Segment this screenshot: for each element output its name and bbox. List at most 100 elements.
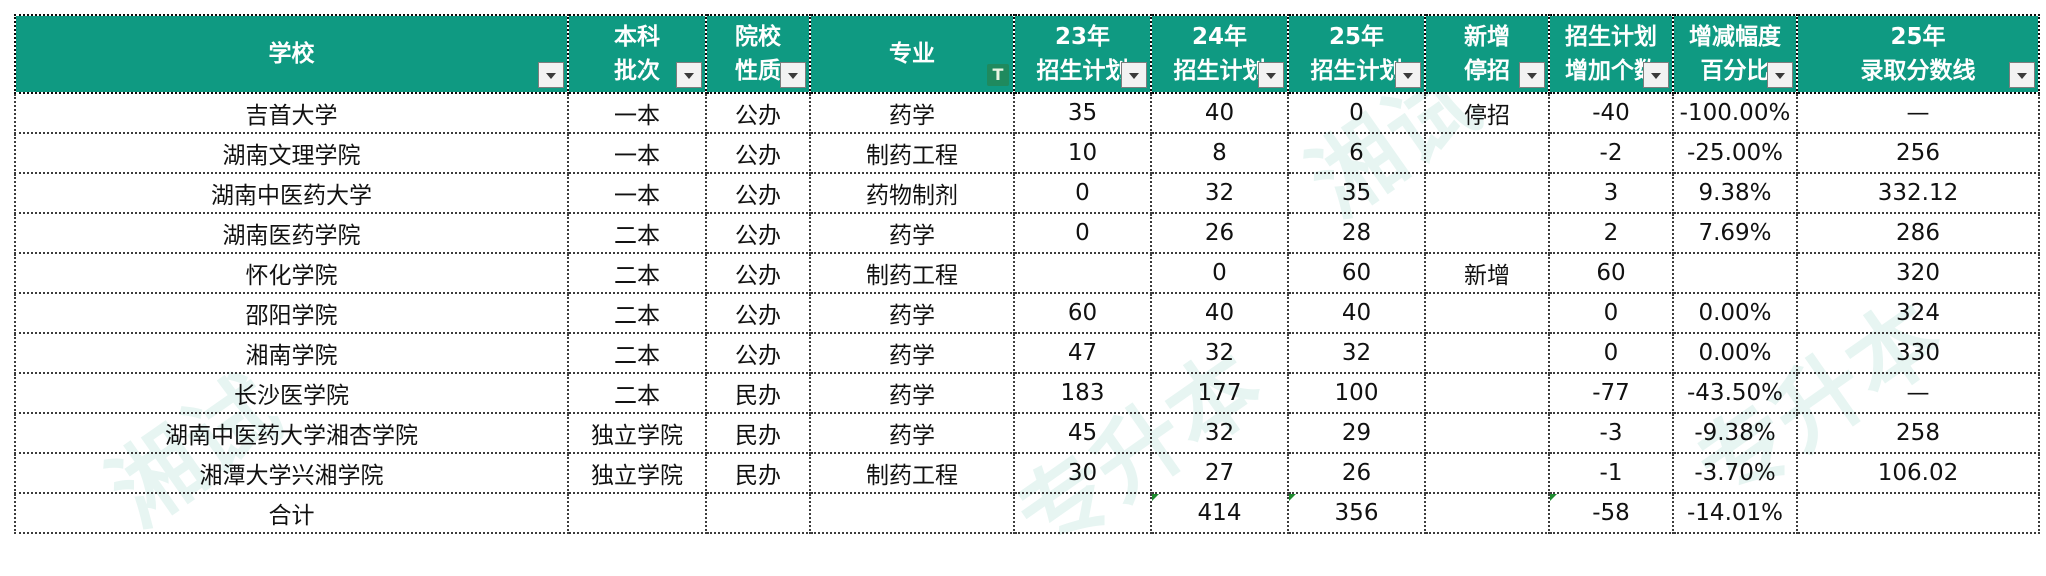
cell-plan23[interactable]: 47 <box>1013 332 1152 374</box>
cell-plan23[interactable]: 183 <box>1013 372 1152 414</box>
cell-plan23[interactable] <box>1013 492 1152 534</box>
cell-school[interactable]: 长沙医学院 <box>14 372 569 414</box>
cell-plan25[interactable]: 0 <box>1287 92 1426 134</box>
cell-status[interactable] <box>1424 332 1550 374</box>
cell-change-pct[interactable]: -43.50% <box>1672 372 1798 414</box>
cell-batch[interactable]: 二本 <box>567 212 707 254</box>
cell-school[interactable]: 吉首大学 <box>14 92 569 134</box>
cell-change-pct[interactable]: -14.01% <box>1672 492 1798 534</box>
cell-major[interactable]: 制药工程 <box>809 252 1015 294</box>
cell-change-pct[interactable]: 0.00% <box>1672 292 1798 334</box>
cell-plan24[interactable]: 177 <box>1150 372 1289 414</box>
cell-plan25[interactable]: 60 <box>1287 252 1426 294</box>
filter-dropdown-icon[interactable] <box>1643 62 1669 88</box>
filter-dropdown-icon[interactable] <box>538 62 564 88</box>
cell-score25[interactable] <box>1796 492 2040 534</box>
cell-batch[interactable]: 二本 <box>567 252 707 294</box>
cell-increase[interactable]: 0 <box>1548 332 1674 374</box>
cell-score25[interactable]: 324 <box>1796 292 2040 334</box>
cell-plan25-total[interactable]: 356 <box>1287 492 1426 534</box>
cell-major[interactable]: 药学 <box>809 212 1015 254</box>
cell-score25[interactable]: 106.02 <box>1796 452 2040 494</box>
cell-score25[interactable]: — <box>1796 92 2040 134</box>
cell-change-pct[interactable]: -3.70% <box>1672 452 1798 494</box>
cell-nature[interactable]: 公办 <box>705 332 811 374</box>
cell-status[interactable] <box>1424 492 1550 534</box>
cell-major[interactable]: 药学 <box>809 372 1015 414</box>
cell-increase[interactable]: 0 <box>1548 292 1674 334</box>
cell-plan25[interactable]: 29 <box>1287 412 1426 454</box>
cell-status[interactable] <box>1424 172 1550 214</box>
cell-plan23[interactable]: 35 <box>1013 92 1152 134</box>
cell-plan23[interactable]: 45 <box>1013 412 1152 454</box>
filter-dropdown-icon[interactable] <box>1519 62 1545 88</box>
cell-score25[interactable]: 330 <box>1796 332 2040 374</box>
cell-status[interactable]: 停招 <box>1424 92 1550 134</box>
cell-major[interactable] <box>809 492 1015 534</box>
funnel-filter-icon[interactable]: T <box>987 64 1009 86</box>
cell-total-label[interactable]: 合计 <box>14 492 569 534</box>
cell-batch[interactable]: 二本 <box>567 292 707 334</box>
cell-nature[interactable]: 公办 <box>705 172 811 214</box>
cell-score25[interactable]: 258 <box>1796 412 2040 454</box>
cell-increase-total[interactable]: -58 <box>1548 492 1674 534</box>
cell-major[interactable]: 药学 <box>809 332 1015 374</box>
cell-change-pct[interactable]: 9.38% <box>1672 172 1798 214</box>
cell-increase[interactable]: -2 <box>1548 132 1674 174</box>
cell-status[interactable] <box>1424 452 1550 494</box>
cell-plan24[interactable]: 32 <box>1150 412 1289 454</box>
cell-plan23[interactable]: 0 <box>1013 172 1152 214</box>
cell-score25[interactable]: 256 <box>1796 132 2040 174</box>
cell-batch[interactable]: 独立学院 <box>567 452 707 494</box>
cell-increase[interactable]: -77 <box>1548 372 1674 414</box>
cell-plan24[interactable]: 40 <box>1150 92 1289 134</box>
cell-major[interactable]: 药学 <box>809 92 1015 134</box>
filter-dropdown-icon[interactable] <box>1121 62 1147 88</box>
cell-plan24-total[interactable]: 414 <box>1150 492 1289 534</box>
cell-score25[interactable]: 320 <box>1796 252 2040 294</box>
cell-school[interactable]: 湖南医药学院 <box>14 212 569 254</box>
cell-batch[interactable]: 一本 <box>567 132 707 174</box>
cell-change-pct[interactable]: -100.00% <box>1672 92 1798 134</box>
cell-nature[interactable]: 民办 <box>705 452 811 494</box>
cell-major[interactable]: 药物制剂 <box>809 172 1015 214</box>
cell-major[interactable]: 药学 <box>809 412 1015 454</box>
cell-school[interactable]: 邵阳学院 <box>14 292 569 334</box>
cell-batch[interactable]: 一本 <box>567 172 707 214</box>
cell-score25[interactable]: — <box>1796 372 2040 414</box>
cell-batch[interactable]: 二本 <box>567 372 707 414</box>
cell-nature[interactable]: 民办 <box>705 412 811 454</box>
cell-plan23[interactable]: 10 <box>1013 132 1152 174</box>
cell-increase[interactable]: 60 <box>1548 252 1674 294</box>
filter-dropdown-icon[interactable] <box>2009 62 2035 88</box>
cell-major[interactable]: 制药工程 <box>809 132 1015 174</box>
filter-dropdown-icon[interactable] <box>1395 62 1421 88</box>
cell-plan24[interactable]: 32 <box>1150 172 1289 214</box>
filter-dropdown-icon[interactable] <box>1258 62 1284 88</box>
cell-batch[interactable]: 二本 <box>567 332 707 374</box>
cell-increase[interactable]: 2 <box>1548 212 1674 254</box>
cell-plan23[interactable]: 0 <box>1013 212 1152 254</box>
cell-change-pct[interactable]: 0.00% <box>1672 332 1798 374</box>
cell-plan25[interactable]: 100 <box>1287 372 1426 414</box>
cell-score25[interactable]: 332.12 <box>1796 172 2040 214</box>
cell-increase[interactable]: 3 <box>1548 172 1674 214</box>
cell-nature[interactable] <box>705 492 811 534</box>
cell-status[interactable] <box>1424 292 1550 334</box>
cell-change-pct[interactable]: -25.00% <box>1672 132 1798 174</box>
filter-dropdown-icon[interactable] <box>1767 62 1793 88</box>
cell-nature[interactable]: 公办 <box>705 252 811 294</box>
cell-nature[interactable]: 公办 <box>705 92 811 134</box>
cell-plan24[interactable]: 8 <box>1150 132 1289 174</box>
cell-plan24[interactable]: 0 <box>1150 252 1289 294</box>
cell-plan24[interactable]: 32 <box>1150 332 1289 374</box>
cell-nature[interactable]: 公办 <box>705 292 811 334</box>
cell-increase[interactable]: -40 <box>1548 92 1674 134</box>
cell-school[interactable]: 怀化学院 <box>14 252 569 294</box>
cell-nature[interactable]: 民办 <box>705 372 811 414</box>
cell-school[interactable]: 湖南文理学院 <box>14 132 569 174</box>
cell-plan24[interactable]: 27 <box>1150 452 1289 494</box>
cell-major[interactable]: 制药工程 <box>809 452 1015 494</box>
filter-dropdown-icon[interactable] <box>676 62 702 88</box>
cell-plan24[interactable]: 40 <box>1150 292 1289 334</box>
